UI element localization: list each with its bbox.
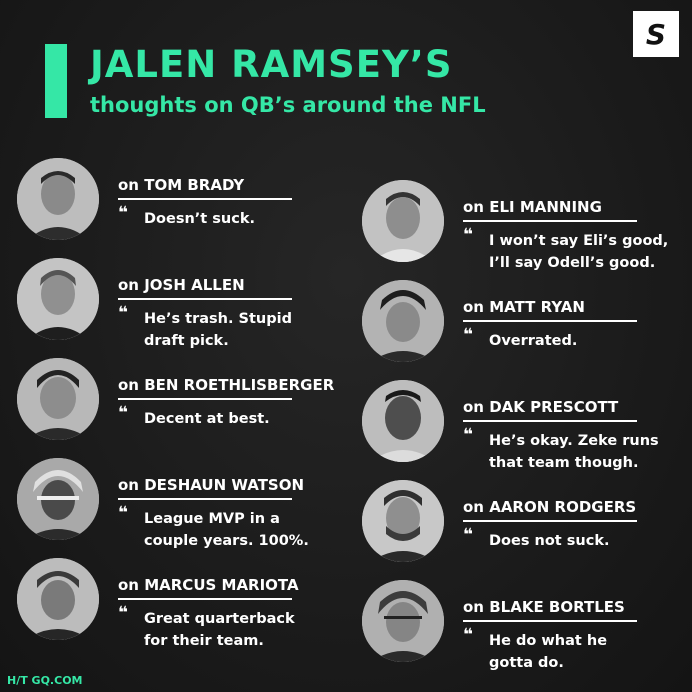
avatar [362,280,444,362]
title-accent-bar [45,44,67,118]
brand-logo: S [633,11,679,57]
avatar [17,158,99,240]
qb-quote: I won’t say Eli’s good, I’ll say Odell’s … [489,233,669,271]
divider [463,620,637,622]
divider [118,298,292,300]
qb-quote: He’s trash. Stupid draft pick. [144,311,292,349]
player-photo-icon [362,380,444,462]
player-photo-icon [362,180,444,262]
quote-icon: ❝ [463,325,473,345]
divider [118,598,292,600]
quote-icon: ❝ [463,625,473,645]
page-title: JALEN RAMSEY’S [90,43,453,86]
qb-name: on DAK PRESCOTT [463,398,619,416]
player-photo-icon [17,258,99,340]
player-photo-icon [17,358,99,440]
qb-name: on BEN ROETHLISBERGER [118,376,335,394]
divider [118,398,292,400]
qb-name: on MATT RYAN [463,298,585,316]
qb-card-aaron-rodgers: on AARON RODGERS ❝ Does not suck. [362,480,662,570]
divider [463,420,637,422]
quote-icon: ❝ [118,603,128,623]
avatar [362,180,444,262]
player-photo-icon [362,580,444,662]
qb-quote: Decent at best. [144,411,270,427]
avatar [362,480,444,562]
avatar [17,258,99,340]
qb-name: on ELI MANNING [463,198,602,216]
qb-name: on DESHAUN WATSON [118,476,305,494]
quote-icon: ❝ [463,425,473,445]
avatar [17,558,99,640]
player-photo-icon [362,280,444,362]
divider [118,498,292,500]
qb-card-dak-prescott: on DAK PRESCOTT ❝ He’s okay. Zeke runs th… [362,380,662,471]
avatar [17,358,99,440]
player-photo-icon [17,458,99,540]
qb-quote: Great quarterback for their team. [144,611,295,649]
qb-card-deshaun-watson: on DESHAUN WATSON ❝ League MVP in a coupl… [17,458,317,549]
qb-quote: Does not suck. [489,533,610,549]
qb-card-ben-roethlisberger: on BEN ROETHLISBERGER ❝ Decent at best. [17,358,334,448]
page-subtitle: thoughts on QB’s around the NFL [90,93,486,117]
qb-quote: He’s okay. Zeke runs that team though. [489,433,659,471]
qb-name: on MARCUS MARIOTA [118,576,299,594]
svg-text:S: S [646,18,666,51]
qb-quote: League MVP in a couple years. 100%. [144,511,309,549]
s-logo-icon: S [646,18,666,51]
divider [463,320,637,322]
player-photo-icon [362,480,444,562]
qb-quote: Overrated. [489,333,578,349]
qb-card-blake-bortles: on BLAKE BORTLES ❝ He do what he gotta do… [362,580,662,671]
qb-quote: Doesn’t suck. [144,211,255,227]
qb-name: on TOM BRADY [118,176,245,194]
divider [463,520,637,522]
divider [118,198,292,200]
quote-icon: ❝ [463,225,473,245]
quote-icon: ❝ [118,403,128,423]
avatar [362,580,444,662]
quote-icon: ❝ [463,525,473,545]
player-photo-icon [17,158,99,240]
qb-card-josh-allen: on JOSH ALLEN ❝ He’s trash. Stupid draft … [17,258,317,349]
qb-card-eli-manning: on ELI MANNING ❝ I won’t say Eli’s good,… [362,180,668,271]
qb-card-tom-brady: on TOM BRADY ❝ Doesn’t suck. [17,158,317,248]
quote-icon: ❝ [118,203,128,223]
divider [463,220,637,222]
qb-name: on AARON RODGERS [463,498,637,516]
qb-quote: He do what he gotta do. [489,633,608,671]
qb-name: on BLAKE BORTLES [463,598,625,616]
qb-name: on JOSH ALLEN [118,276,245,294]
quote-icon: ❝ [118,303,128,323]
avatar [17,458,99,540]
source-credit: H/T GQ.COM [7,674,83,687]
avatar [362,380,444,462]
quote-icon: ❝ [118,503,128,523]
player-photo-icon [17,558,99,640]
qb-card-marcus-mariota: on MARCUS MARIOTA ❝ Great quarterback for… [17,558,317,649]
qb-card-matt-ryan: on MATT RYAN ❝ Overrated. [362,280,662,370]
